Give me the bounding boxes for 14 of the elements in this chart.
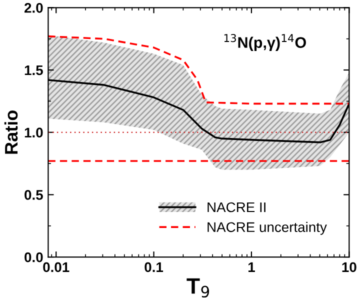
y-axis-title: Ratio xyxy=(4,110,18,154)
y-tick-label: 2.0 xyxy=(24,2,43,13)
y-tick-label: 0.0 xyxy=(24,252,43,262)
x-axis-title: T$_{9}$ xyxy=(186,278,210,298)
x-tick-label: 10 xyxy=(342,262,356,272)
y-tick-label: 1.0 xyxy=(24,128,43,138)
x-tick-label: 0.1 xyxy=(144,262,164,272)
y-tick-label: 1.5 xyxy=(24,65,43,76)
legend-label: NACRE II xyxy=(208,202,266,212)
annotation: $^{13}$N(p,γ)$^{14}$O xyxy=(224,34,306,51)
x-tick-label: 0.01 xyxy=(43,262,70,272)
legend-label: NACRE uncertainty xyxy=(208,222,327,235)
x-tick-label: 1 xyxy=(248,262,255,272)
y-tick-label: 0.5 xyxy=(24,190,43,200)
